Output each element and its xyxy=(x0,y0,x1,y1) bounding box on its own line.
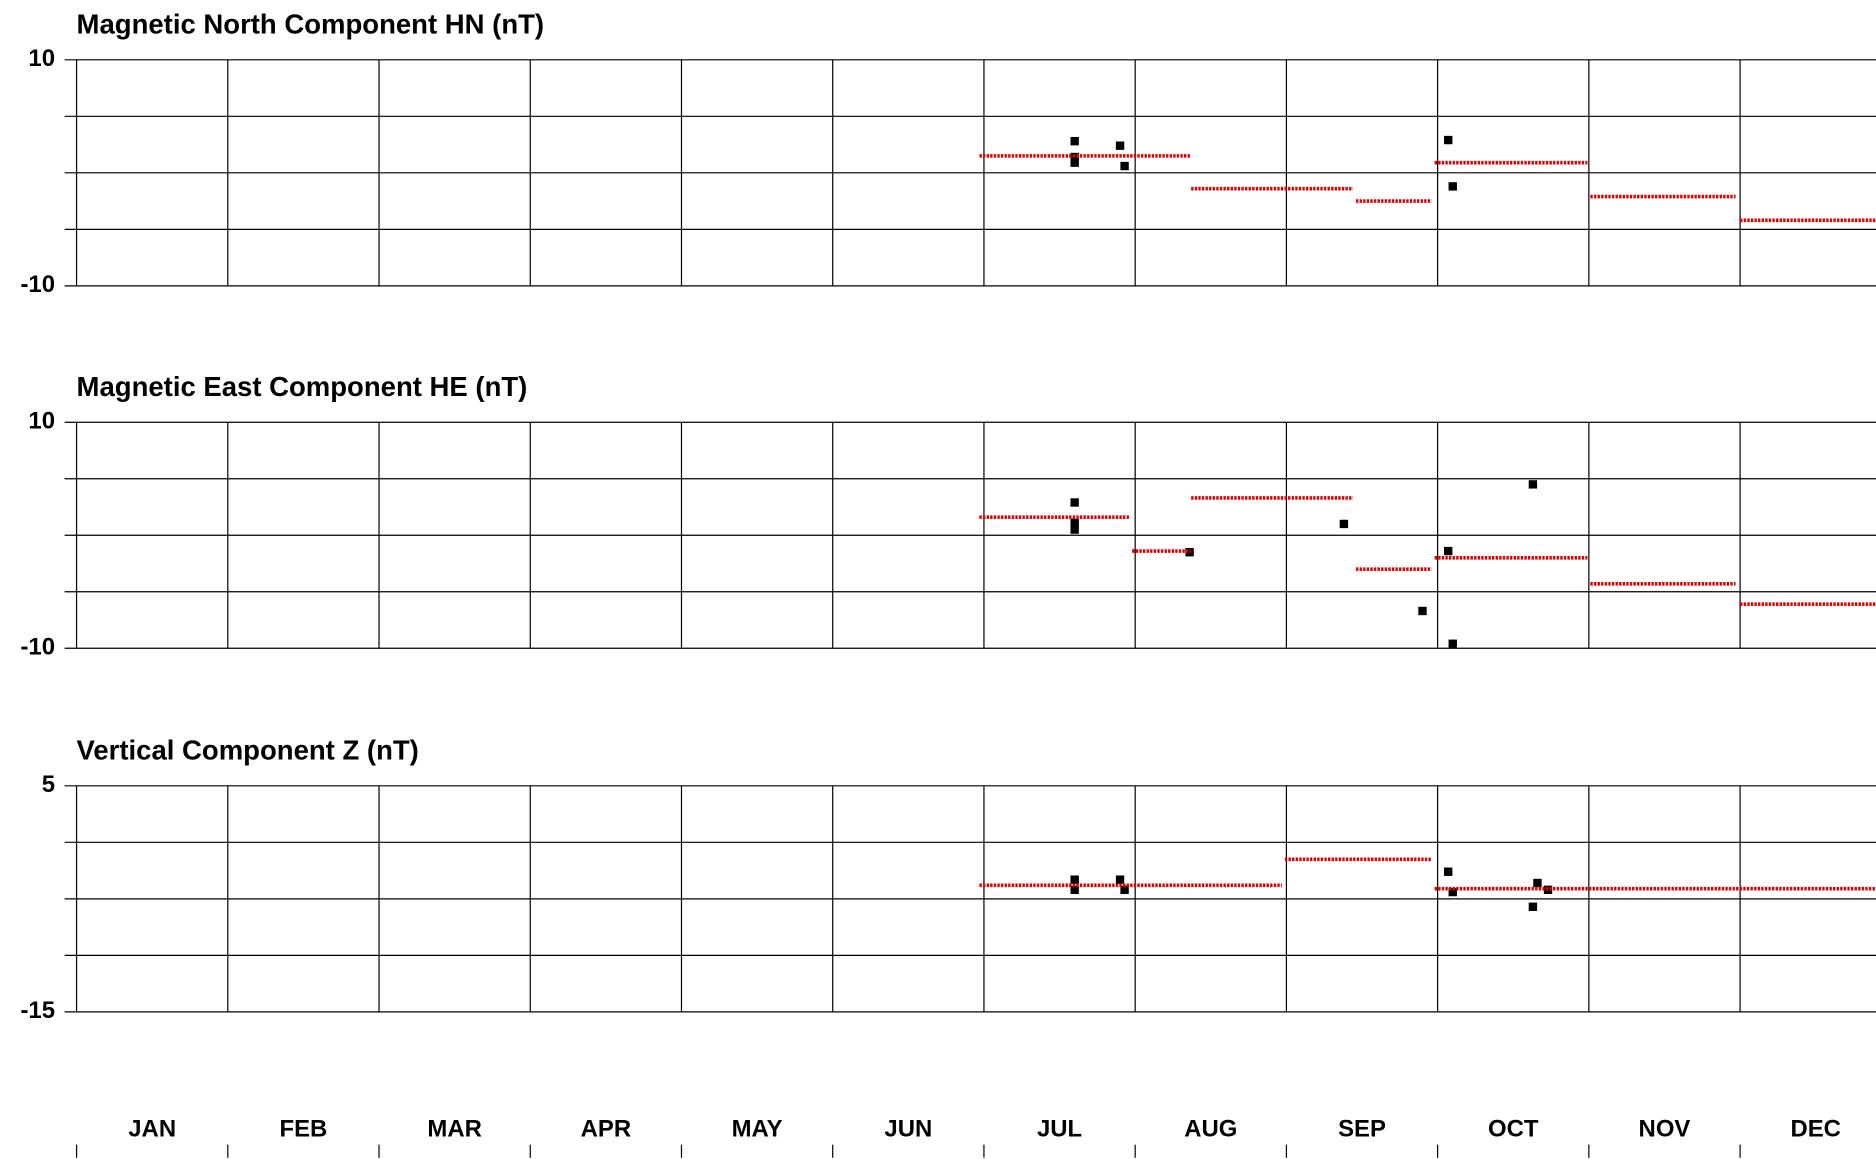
data-point xyxy=(1533,878,1542,888)
data-point xyxy=(1070,885,1079,894)
y-tick-label: -15 xyxy=(20,997,55,1024)
data-point xyxy=(1115,141,1125,150)
x-tick-label: JAN xyxy=(128,1116,176,1143)
y-tick-label: 10 xyxy=(28,408,55,435)
x-tick-label: APR xyxy=(581,1116,631,1143)
x-tick-label: AUG xyxy=(1184,1116,1237,1143)
data-point xyxy=(1120,885,1129,894)
data-point xyxy=(1120,161,1129,171)
x-tick-label: MAR xyxy=(427,1116,481,1143)
data-point xyxy=(1444,135,1453,145)
data-point xyxy=(1070,525,1079,534)
data-point xyxy=(1339,519,1349,529)
data-point xyxy=(1070,498,1079,507)
data-point xyxy=(1528,480,1538,489)
y-tick-label: 5 xyxy=(42,771,55,798)
x-tick-label: JUL xyxy=(1037,1116,1082,1143)
x-tick-label: MAY xyxy=(732,1116,783,1143)
data-point xyxy=(1448,639,1457,648)
data-point xyxy=(1444,546,1453,556)
x-tick-label: FEB xyxy=(280,1116,328,1143)
chart-title: Magnetic East Component HE (nT) xyxy=(77,371,528,402)
x-tick-label: SEP xyxy=(1338,1116,1386,1143)
data-point xyxy=(1115,875,1125,884)
y-tick-label: -10 xyxy=(20,634,55,661)
y-tick-label: -10 xyxy=(20,271,55,298)
data-point xyxy=(1070,518,1079,527)
data-point xyxy=(1418,606,1427,616)
data-point xyxy=(1448,182,1457,191)
data-point xyxy=(1444,867,1453,876)
data-point xyxy=(1070,136,1079,146)
data-point xyxy=(1070,158,1079,167)
chart-title: Magnetic North Component HN (nT) xyxy=(77,9,545,40)
data-point xyxy=(1070,875,1079,884)
x-tick-label: DEC xyxy=(1790,1116,1840,1143)
x-tick-label: OCT xyxy=(1488,1116,1539,1143)
y-tick-label: 10 xyxy=(28,45,55,72)
data-point xyxy=(1528,902,1538,911)
chart-title: Vertical Component Z (nT) xyxy=(77,735,419,766)
x-tick-label: NOV xyxy=(1639,1116,1691,1143)
x-tick-label: JUN xyxy=(884,1116,932,1143)
data-point xyxy=(1448,887,1457,897)
